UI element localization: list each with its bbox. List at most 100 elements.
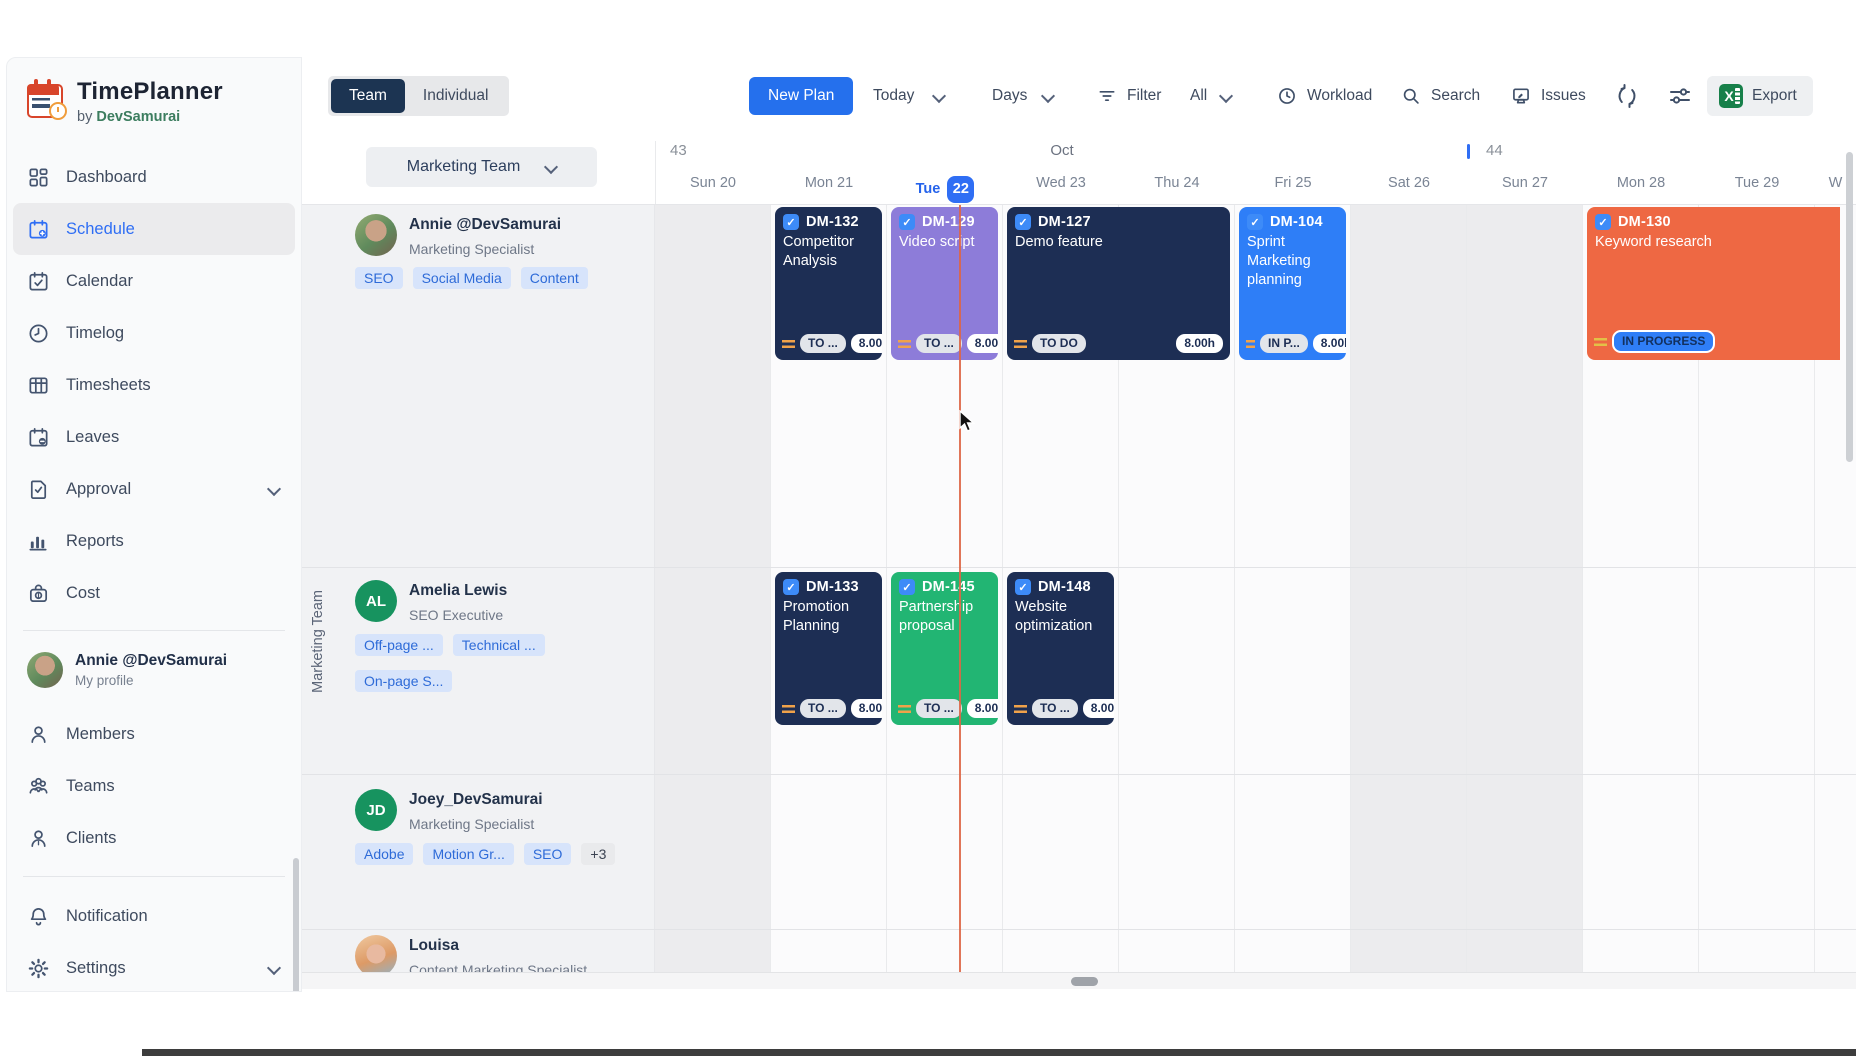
sync-button[interactable]: [1615, 84, 1639, 108]
sidebar-profile[interactable]: Annie @DevSamurai My profile: [13, 646, 295, 694]
all-dropdown[interactable]: All: [1190, 87, 1234, 105]
sidebar-item-settings[interactable]: Settings: [13, 942, 295, 991]
sidebar-item-schedule[interactable]: Schedule: [13, 203, 295, 255]
task-title: Sprint Marketing planning: [1247, 234, 1311, 288]
day-header-wed23[interactable]: Wed 23: [1036, 175, 1086, 191]
sidebar-item-approval[interactable]: Approval: [13, 463, 295, 515]
sidebar-item-timesheets[interactable]: Timesheets: [13, 359, 295, 411]
filter-label: Filter: [1127, 87, 1162, 104]
task-card-dm129[interactable]: ✓ DM-129 Video script TO ...8.00h: [891, 207, 998, 360]
drag-grip-icon[interactable]: [1246, 339, 1255, 348]
day-header-sun20[interactable]: Sun 20: [690, 175, 736, 191]
task-card-dm133[interactable]: ✓ DM-133 Promotion Planning TO ...8.00h: [775, 572, 882, 725]
task-card-dm127[interactable]: ✓ DM-127 Demo feature TO DO 8.00h: [1007, 207, 1230, 360]
task-card-dm148[interactable]: ✓ DM-148 Website optimization TO ...8.00h: [1007, 572, 1114, 725]
workload-label: Workload: [1307, 87, 1373, 104]
new-plan-button[interactable]: New Plan: [749, 77, 854, 115]
day-header-mon21[interactable]: Mon 21: [804, 175, 854, 191]
skill-tag[interactable]: Technical ...: [452, 634, 545, 656]
money-bag-icon: [29, 584, 48, 602]
task-checkbox-icon[interactable]: ✓: [1247, 214, 1263, 230]
sidebar-divider: [23, 630, 285, 631]
member-row-annie[interactable]: Annie @DevSamurai Marketing Specialist S…: [302, 205, 655, 568]
tab-individual[interactable]: Individual: [422, 87, 489, 104]
task-checkbox-icon[interactable]: ✓: [1595, 214, 1611, 230]
member-row-amelia[interactable]: AL Amelia Lewis SEO Executive Off-page .…: [302, 568, 655, 775]
sidebar-item-label: Members: [66, 724, 135, 743]
skill-tag[interactable]: On-page S...: [355, 670, 453, 692]
skill-tag[interactable]: Motion Gr...: [423, 843, 514, 865]
sidebar-item-leaves[interactable]: Leaves: [13, 411, 295, 463]
day-header-thu24[interactable]: Thu 24: [1154, 175, 1200, 191]
task-card-dm130[interactable]: ✓ DM-130 Keyword research IN PROGRESS: [1587, 207, 1840, 360]
status-badge: TO ...: [800, 699, 846, 718]
sidebar-item-timelog[interactable]: Timelog: [13, 307, 295, 359]
task-id: DM-145: [922, 579, 975, 595]
filter-button[interactable]: Filter: [1097, 86, 1161, 106]
sidebar-item-teams[interactable]: Teams: [13, 760, 295, 812]
sidebar-item-clients[interactable]: Clients: [13, 812, 295, 864]
drag-grip-icon[interactable]: [898, 339, 911, 348]
team-selector-dropdown[interactable]: Marketing Team: [366, 147, 597, 187]
tab-team[interactable]: Team: [331, 79, 405, 113]
all-label: All: [1190, 87, 1208, 104]
day-header-sun27[interactable]: Sun 27: [1502, 175, 1548, 191]
member-name: Louisa: [409, 937, 459, 954]
day-header-mon28[interactable]: Mon 28: [1616, 175, 1666, 191]
task-card-dm145[interactable]: ✓ DM-145 Partnership proposal TO ...8.00h: [891, 572, 998, 725]
drag-grip-icon[interactable]: [1014, 704, 1027, 713]
member-role: Marketing Specialist: [409, 816, 535, 832]
search-button[interactable]: Search: [1401, 86, 1480, 106]
day-header-tue29[interactable]: Tue 29: [1734, 175, 1780, 191]
sidebar-item-cost[interactable]: Cost: [13, 567, 295, 619]
task-card-dm104[interactable]: ✓ DM-104 Sprint Marketing planning IN P..…: [1239, 207, 1346, 360]
days-dropdown[interactable]: Days: [992, 87, 1056, 105]
drag-grip-icon[interactable]: [898, 704, 911, 713]
today-dropdown[interactable]: Today: [873, 87, 947, 105]
sidebar-item-notification[interactable]: Notification: [13, 890, 295, 942]
sidebar-item-calendar[interactable]: Calendar: [13, 255, 295, 307]
member-row-louisa[interactable]: Louisa Content Marketing Specialist: [302, 930, 655, 972]
task-checkbox-icon[interactable]: ✓: [783, 214, 799, 230]
skill-tag[interactable]: SEO: [355, 267, 403, 289]
sidebar-item-reports[interactable]: Reports: [13, 515, 295, 567]
task-card-dm132[interactable]: ✓ DM-132 Competitor Analysis TO ...8.00h: [775, 207, 882, 360]
display-options-button[interactable]: [1668, 84, 1692, 108]
task-checkbox-icon[interactable]: ✓: [899, 579, 915, 595]
horizontal-scrollbar[interactable]: [302, 972, 1856, 989]
more-tags-badge[interactable]: +3: [581, 843, 616, 865]
vertical-scrollbar-thumb[interactable]: [1846, 152, 1853, 462]
task-checkbox-icon[interactable]: ✓: [1015, 579, 1031, 595]
task-checkbox-icon[interactable]: ✓: [899, 214, 915, 230]
drag-grip-icon[interactable]: [782, 339, 795, 348]
task-checkbox-icon[interactable]: ✓: [783, 579, 799, 595]
drag-grip-icon[interactable]: [782, 704, 795, 713]
skill-tag[interactable]: Content: [520, 267, 588, 289]
task-checkbox-icon[interactable]: ✓: [1015, 214, 1031, 230]
day-header-sat26[interactable]: Sat 26: [1388, 175, 1430, 191]
workload-button[interactable]: Workload: [1277, 86, 1372, 106]
day-header-tue22-today[interactable]: Tue 22: [887, 175, 1003, 203]
skill-tag[interactable]: Off-page ...: [355, 634, 443, 656]
drag-grip-icon[interactable]: [1014, 339, 1027, 348]
filter-icon: [1099, 91, 1115, 101]
sidebar-item-members[interactable]: Members: [13, 708, 295, 760]
sidebar-item-dashboard[interactable]: Dashboard: [13, 151, 295, 203]
drag-grip-icon[interactable]: [1594, 337, 1607, 346]
issues-button[interactable]: Issues: [1511, 86, 1586, 106]
document-check-icon: [30, 479, 47, 499]
profile-sub: My profile: [75, 673, 134, 688]
export-button[interactable]: X Export: [1707, 76, 1813, 116]
day-header-partial[interactable]: W: [1828, 175, 1843, 191]
today-label: Today: [873, 87, 915, 104]
skill-tag[interactable]: Social Media: [412, 267, 511, 289]
member-row-joey[interactable]: JD Joey_DevSamurai Marketing Specialist …: [302, 775, 655, 930]
horizontal-scrollbar-thumb[interactable]: [1071, 977, 1098, 986]
sidebar-scrollbar[interactable]: [293, 858, 299, 991]
skill-tag[interactable]: Adobe: [355, 843, 414, 865]
skill-tag[interactable]: SEO: [523, 843, 572, 865]
sliders-icon: [1670, 88, 1690, 104]
day-header-fri25[interactable]: Fri 25: [1274, 175, 1312, 191]
schedule-grid: Marketing Team Annie @DevSamurai Marketi…: [302, 205, 1856, 972]
